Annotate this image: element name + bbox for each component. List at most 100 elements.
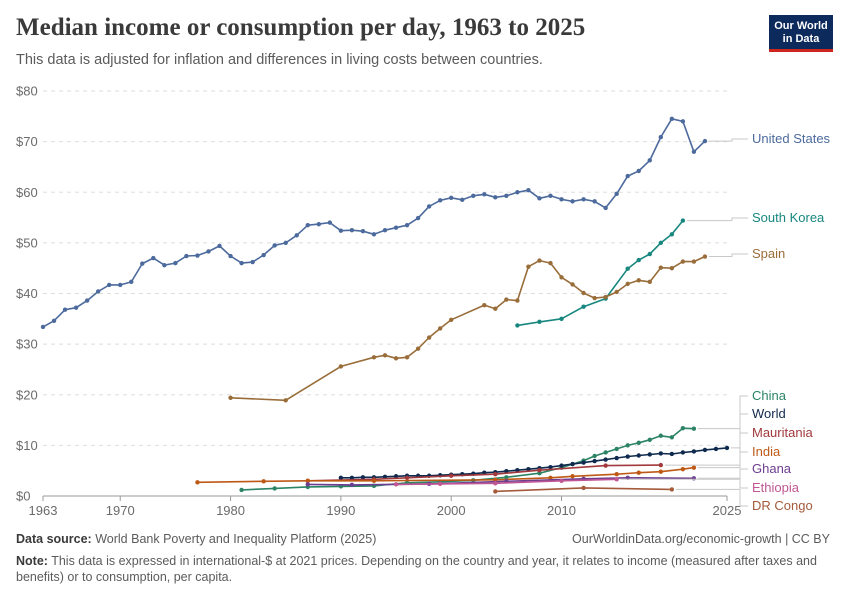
data-point-spain	[625, 281, 630, 287]
data-point-spain	[570, 282, 575, 287]
series-label-united-states[interactable]: United States	[752, 131, 831, 146]
data-point-dr-congo	[581, 485, 586, 491]
series-line-india	[197, 466, 695, 484]
label-connector-china	[697, 395, 748, 430]
data-point-south-korea	[625, 266, 630, 271]
data-point-world	[349, 475, 355, 480]
series-label-mauritania[interactable]: Mauritania	[752, 425, 813, 440]
data-point-united-states	[448, 195, 454, 201]
series-label-ethiopia[interactable]: Ethiopia	[752, 480, 800, 495]
data-point-united-states	[62, 307, 68, 312]
data-point-united-states	[603, 205, 608, 211]
data-point-ethiopia	[614, 477, 619, 482]
grid-lines	[43, 90, 727, 497]
data-point-united-states	[283, 240, 288, 246]
data-point-mauritania	[658, 462, 664, 468]
data-point-united-states	[106, 282, 112, 288]
data-point-united-states	[658, 134, 664, 140]
data-point-spain	[437, 326, 443, 331]
data-point-united-states	[228, 253, 233, 259]
data-point-china	[680, 425, 686, 431]
data-point-south-korea	[581, 304, 586, 309]
data-point-india	[195, 480, 200, 485]
data-point-spain	[415, 346, 421, 351]
data-point-united-states	[537, 196, 542, 201]
data-point-world	[680, 450, 686, 455]
data-point-world	[724, 445, 730, 451]
label-connector-dr-congo	[675, 488, 748, 507]
data-point-united-states	[184, 253, 189, 259]
data-point-united-states	[338, 228, 344, 233]
data-point-united-states	[592, 199, 597, 204]
x-tick-label: 2025	[713, 503, 742, 518]
data-point-united-states	[349, 228, 355, 233]
data-point-spain	[338, 364, 344, 369]
data-point-south-korea	[680, 218, 686, 223]
data-source: Data source: World Bank Poverty and Ineq…	[16, 532, 376, 546]
data-point-united-states	[548, 193, 553, 198]
data-point-ethiopia	[493, 481, 498, 486]
data-point-india	[636, 470, 641, 475]
data-point-world	[338, 475, 344, 480]
data-point-world	[526, 466, 531, 472]
data-point-world	[393, 474, 399, 479]
data-point-mauritania	[603, 463, 608, 468]
data-point-ethiopia	[437, 481, 443, 487]
series-label-india[interactable]: India	[752, 444, 781, 459]
label-connector-world	[731, 413, 748, 449]
series-labels[interactable]: United States South Korea Spain China World M…	[620, 131, 831, 513]
data-point-united-states	[581, 197, 586, 202]
label-connector-india	[697, 451, 748, 469]
data-point-united-states	[570, 199, 575, 204]
data-point-world	[669, 451, 675, 457]
data-point-world	[713, 446, 719, 452]
data-point-world	[625, 454, 630, 459]
series-label-dr-congo[interactable]: DR Congo	[752, 498, 813, 513]
data-point-china	[691, 426, 697, 431]
data-point-united-states	[691, 149, 697, 154]
x-tick-label: 1980	[216, 503, 245, 518]
source-url[interactable]: OurWorldinData.org/economic-growth | CC …	[572, 532, 830, 546]
data-point-china	[603, 450, 608, 455]
data-point-united-states	[371, 232, 377, 237]
owid-logo[interactable]: Our World in Data	[769, 15, 833, 52]
data-point-united-states	[437, 198, 443, 203]
source-text: World Bank Poverty and Inequality Platfo…	[95, 532, 377, 546]
chart-subtitle: This data is adjusted for inflation and …	[16, 52, 543, 68]
data-point-south-korea	[636, 257, 641, 263]
data-point-china	[669, 435, 675, 440]
series-label-ghana[interactable]: Ghana	[752, 461, 792, 476]
data-point-spain	[371, 355, 377, 360]
data-point-world	[382, 474, 388, 479]
data-point-china	[272, 486, 277, 491]
data-point-spain	[592, 295, 597, 301]
data-point-mauritania	[448, 473, 454, 478]
data-point-spain	[448, 317, 454, 323]
series-label-china[interactable]: China	[752, 388, 787, 403]
data-point-china	[592, 453, 597, 459]
data-point-united-states	[195, 253, 200, 258]
data-point-united-states	[493, 195, 498, 200]
y-tick-label: $80	[16, 84, 38, 99]
data-point-united-states	[151, 255, 156, 261]
data-point-spain	[691, 259, 697, 264]
data-point-united-states	[680, 119, 686, 124]
source-label: Data source:	[16, 532, 92, 546]
data-point-china	[537, 471, 542, 476]
data-point-united-states	[129, 279, 134, 285]
data-point-united-states	[504, 193, 509, 198]
data-point-united-states	[206, 249, 211, 254]
data-point-china	[504, 475, 509, 480]
data-point-united-states	[625, 173, 630, 179]
data-point-ethiopia	[393, 482, 399, 487]
series-label-world[interactable]: World	[752, 406, 786, 421]
label-connector-south-korea	[686, 217, 748, 222]
data-point-united-states	[614, 191, 619, 196]
data-point-spain	[669, 265, 675, 271]
y-tick-label: $70	[16, 134, 38, 149]
data-point-united-states	[669, 116, 675, 122]
data-point-united-states	[636, 168, 641, 174]
series-label-south-korea[interactable]: South Korea	[752, 210, 825, 225]
series-label-spain[interactable]: Spain	[752, 246, 785, 261]
data-point-south-korea	[515, 323, 520, 328]
